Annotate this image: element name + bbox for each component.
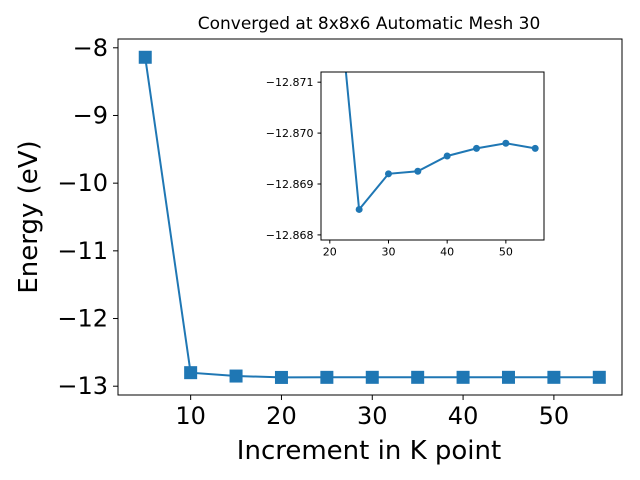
inset-x-axis: 20 30 40 50 (323, 240, 513, 259)
x-axis-label: Increment in K point (237, 436, 501, 466)
main-x-axis: 10 20 30 40 50 (175, 395, 569, 430)
data-point (502, 139, 510, 147)
y-tick-label: −9 (73, 101, 108, 129)
data-point (355, 205, 363, 213)
data-point (274, 370, 288, 384)
y-tick-label: −13 (57, 372, 108, 400)
data-point (384, 170, 392, 178)
x-tick-label: 30 (381, 246, 395, 259)
y-axis-label: Energy (eV) (14, 140, 44, 293)
inset-plot-frame (320, 71, 545, 241)
x-tick-label: 40 (448, 402, 479, 430)
main-plot-frame (117, 38, 623, 396)
chart-title: Converged at 8x8x6 Automatic Mesh 30 (198, 14, 541, 34)
data-point (411, 370, 425, 384)
data-point (414, 167, 422, 175)
y-tick-label: −12 (57, 305, 108, 333)
x-tick-label: 40 (440, 246, 454, 259)
x-tick-label: 50 (539, 402, 570, 430)
data-point (138, 50, 152, 64)
data-point (547, 370, 561, 384)
data-point (443, 152, 451, 160)
data-point (184, 366, 198, 380)
y-tick-label: −12.871 (266, 76, 314, 89)
y-tick-label: −8 (73, 34, 108, 62)
data-point (592, 370, 606, 384)
x-tick-label: 50 (499, 246, 513, 259)
y-tick-label: −12.870 (266, 127, 314, 140)
data-point (365, 370, 379, 384)
x-tick-label: 20 (266, 402, 297, 430)
data-point (456, 370, 470, 384)
x-tick-label: 10 (175, 402, 206, 430)
y-tick-label: −12.869 (266, 178, 314, 191)
inset-series-line (344, 72, 536, 213)
y-tick-label: −12.868 (266, 229, 314, 242)
x-tick-label: 20 (323, 246, 337, 259)
inset-y-axis: −12.871 −12.870 −12.869 −12.868 (266, 76, 321, 242)
x-tick-label: 30 (357, 402, 388, 430)
data-point (501, 370, 515, 384)
inset-series-markers (355, 139, 539, 213)
y-tick-label: −10 (57, 169, 108, 197)
y-tick-label: −11 (57, 237, 108, 265)
main-y-axis: −8 −9 −10 −11 −12 −13 (57, 34, 118, 400)
data-point (531, 144, 539, 152)
data-point (473, 144, 481, 152)
data-point (320, 370, 334, 384)
main-series-markers (138, 50, 606, 384)
data-point (229, 369, 243, 383)
